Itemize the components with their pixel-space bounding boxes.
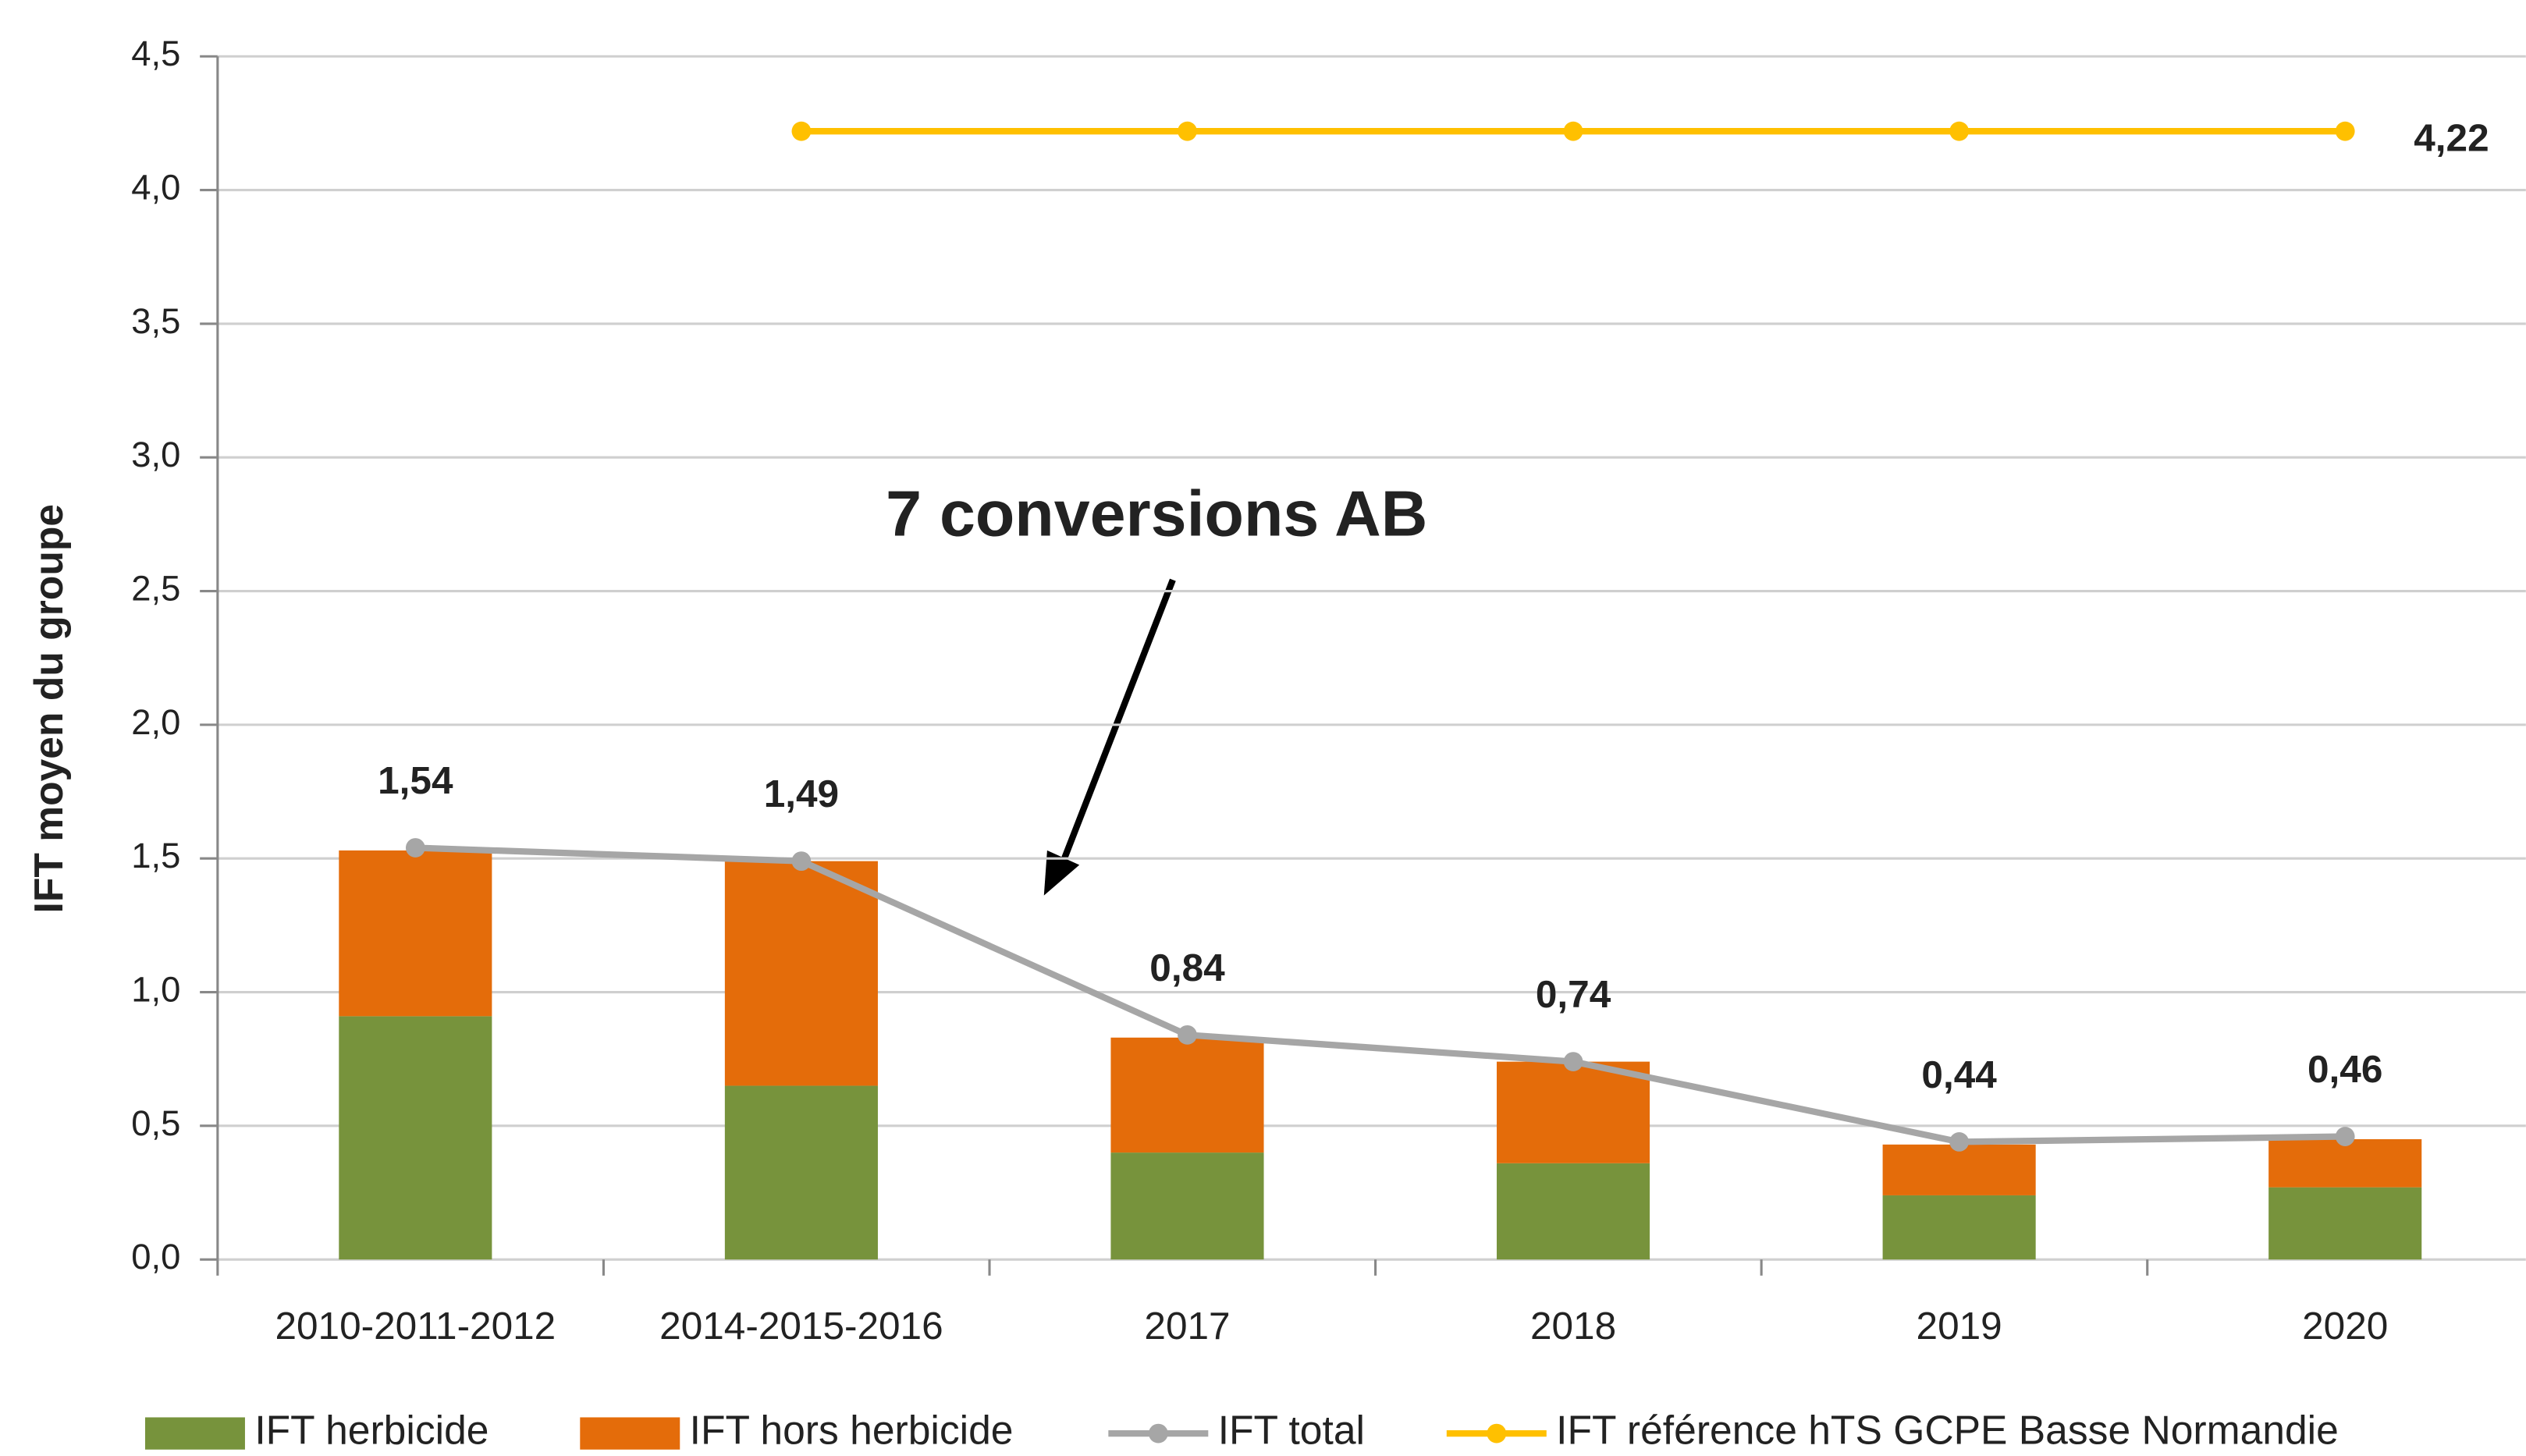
y-tick-label: 4,0 <box>131 168 180 208</box>
data-label: 0,44 <box>1921 1053 1997 1096</box>
legend-swatch <box>144 1417 245 1450</box>
bar-segment <box>1882 1195 2036 1260</box>
x-tick-label: 2010-2011-2012 <box>275 1305 556 1348</box>
line-point <box>2335 1127 2355 1146</box>
bar-segment <box>724 861 878 1086</box>
y-tick-label: 0,0 <box>131 1237 180 1277</box>
y-axis-label: IFT moyen du groupe <box>26 504 71 914</box>
y-tick-label: 2,0 <box>131 702 180 742</box>
y-tick-label: 1,0 <box>131 970 180 1010</box>
line-point <box>1563 1052 1583 1071</box>
legend-swatch <box>580 1417 680 1450</box>
annotation: 7 conversions AB <box>886 478 1427 549</box>
y-tick-label: 3,0 <box>131 435 180 474</box>
line-point <box>791 851 812 872</box>
y-tick-label: 0,5 <box>131 1103 180 1143</box>
x-tick-label: 2017 <box>1144 1305 1230 1348</box>
x-tick-label: 2020 <box>2302 1305 2388 1348</box>
y-tick-label: 3,5 <box>131 301 180 341</box>
legend-label: IFT herbicide <box>254 1408 489 1453</box>
x-tick-label: 2019 <box>1917 1305 2002 1348</box>
legend-label: IFT hors herbicide <box>690 1408 1014 1453</box>
data-label: 4,22 <box>2414 117 2489 160</box>
line <box>415 844 2346 1145</box>
bar-segment <box>1110 1037 1264 1153</box>
legend-swatch <box>1148 1423 1168 1444</box>
y-tick-label: 4,5 <box>131 34 180 73</box>
line-point <box>1563 121 1583 141</box>
y-tick-label: 2,5 <box>131 569 180 609</box>
y-tick-label: 1,5 <box>131 836 180 875</box>
bar-segment <box>339 1016 492 1260</box>
line-point <box>1949 1132 1970 1152</box>
bar-segment <box>2268 1138 2422 1188</box>
data-label: 1,49 <box>764 772 839 815</box>
x-tick-label: 2014-2015-2016 <box>659 1305 943 1348</box>
data-label: 0,46 <box>2308 1048 2382 1091</box>
data-label: 0,74 <box>1536 973 1611 1016</box>
legend-label: IFT référence hTS GCPE Basse Normandie <box>1556 1408 2339 1453</box>
bar-segment <box>1110 1152 1264 1260</box>
legend-label: IFT total <box>1218 1408 1365 1453</box>
bar-segment <box>339 850 492 1017</box>
annotation-arrowhead <box>1043 850 1080 896</box>
line-point <box>1178 121 1197 141</box>
line-point <box>405 838 425 858</box>
bar-segment <box>2268 1187 2422 1260</box>
legend-swatch <box>1487 1423 1507 1444</box>
bar-segment <box>1497 1163 1650 1260</box>
line-point <box>791 121 812 141</box>
x-tick-label: 2018 <box>1530 1305 1616 1348</box>
data-label: 1,54 <box>378 759 453 802</box>
bar-segment <box>724 1085 878 1260</box>
data-label: 0,84 <box>1149 946 1225 989</box>
line-point <box>1949 121 1970 141</box>
bar-segment <box>1497 1061 1650 1163</box>
line-point <box>1178 1025 1197 1045</box>
bar-segment <box>1882 1144 2036 1195</box>
line-point <box>2335 121 2355 141</box>
annotation-arrow <box>1053 578 1176 879</box>
